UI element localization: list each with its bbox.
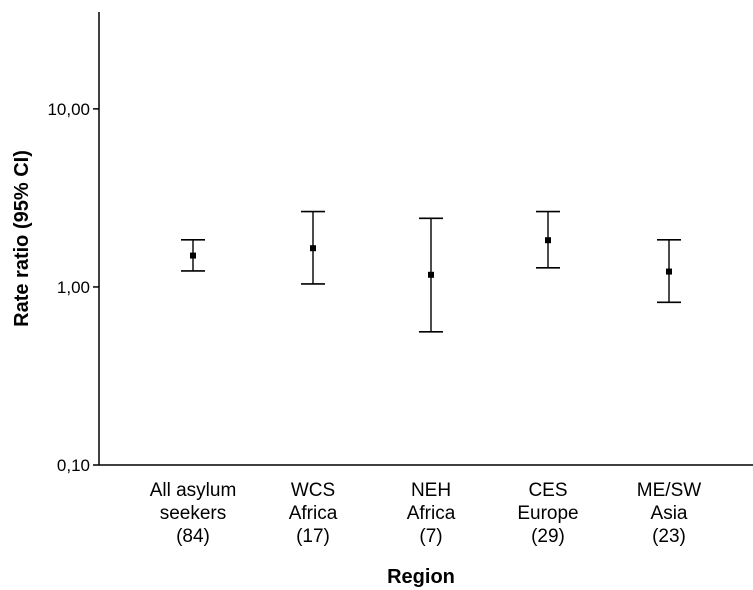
y-tick-label: 1,00 — [57, 278, 90, 297]
x-category-label-line: Africa — [289, 503, 338, 524]
x-category-label-line: WCS — [291, 480, 335, 501]
error-bar-group — [657, 238, 681, 304]
x-category-label-line: seekers — [160, 503, 227, 524]
point-estimate-marker — [310, 245, 316, 252]
x-axis-title: Region — [387, 566, 455, 588]
error-bar-group — [301, 210, 325, 285]
point-estimate-marker — [666, 268, 672, 275]
point-estimate-marker — [428, 271, 434, 278]
x-category-label-line: ME/SW — [637, 480, 701, 501]
x-category-label-line: Asia — [651, 503, 688, 524]
x-category-label-line: (29) — [531, 526, 565, 547]
point-estimate-marker — [190, 252, 196, 259]
error-bar-group — [419, 217, 443, 333]
plot-frame — [98, 12, 753, 466]
x-category-label-line: (23) — [652, 526, 686, 547]
x-axis-category-labels: All asylumseekers(84)WCSAfrica(17)NEHAfr… — [150, 480, 702, 547]
error-bar-group — [536, 210, 560, 269]
x-category-label-line: Africa — [407, 503, 456, 524]
x-category-label-line: (17) — [296, 526, 330, 547]
x-category-label-line: (7) — [419, 526, 442, 547]
x-category-label-line: CES — [528, 480, 567, 501]
y-tick-label: 10,00 — [47, 100, 90, 119]
y-axis-ticks: 0,10 1,00 10,00 — [47, 100, 99, 475]
error-bar-marks — [181, 210, 681, 333]
y-tick-label: 0,10 — [57, 456, 90, 475]
error-bar-group — [181, 238, 205, 272]
x-category-label-line: (84) — [176, 526, 210, 547]
x-category-label-line: All asylum — [150, 480, 237, 501]
x-category-label-line: Europe — [517, 503, 578, 524]
point-estimate-marker — [545, 237, 551, 244]
y-axis-title: Rate ratio (95% CI) — [11, 150, 33, 327]
x-category-label-line: NEH — [411, 480, 451, 501]
